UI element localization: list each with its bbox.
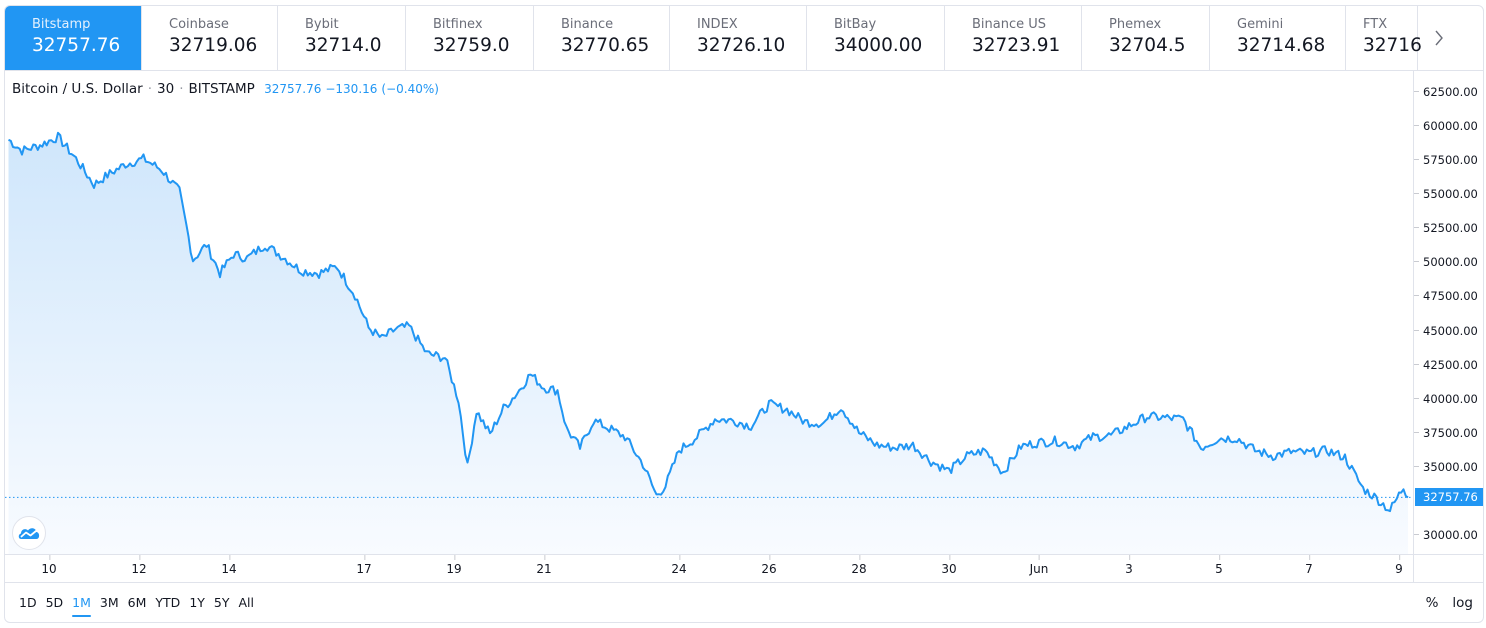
price-tick: 35000.00 — [1414, 460, 1483, 474]
exchange-name: BitBay — [834, 17, 877, 32]
range-button-3m[interactable]: 3M — [99, 595, 119, 610]
price-tick: 37500.00 — [1414, 426, 1483, 440]
symbol-name: Bitcoin / U.S. Dollar — [12, 81, 143, 97]
legend-separator: · — [179, 81, 184, 97]
price-tick: 47500.00 — [1414, 289, 1483, 303]
legend-values: 32757.76 −130.16 (−0.40%) — [264, 82, 443, 96]
exchange-name: Binance — [561, 17, 614, 32]
price-change-percent: (−0.40%) — [381, 82, 439, 96]
exchange-price: 32757.76 — [32, 35, 121, 56]
time-tick: 30 — [941, 555, 957, 576]
axis-corner — [1413, 554, 1483, 582]
chevron-right-icon — [1435, 30, 1443, 46]
time-tick: 26 — [761, 555, 777, 576]
time-tick: 7 — [1305, 555, 1313, 576]
price-tick: 55000.00 — [1414, 187, 1483, 201]
time-tick: 10 — [41, 555, 57, 576]
exchange-tab-binance-us[interactable]: Binance US 32723.91 — [945, 6, 1082, 70]
time-tick: 21 — [536, 555, 552, 576]
time-axis[interactable]: 10 12 14 17 19 21 24 26 28 30 Jun 3 5 7 9 — [5, 554, 1413, 582]
time-tick: 3 — [1125, 555, 1133, 576]
time-tick: Jun — [1030, 555, 1048, 576]
tradingview-logo-button[interactable] — [12, 516, 46, 550]
exchange-name: Gemini — [1237, 17, 1284, 32]
time-tick: 19 — [446, 555, 462, 576]
exchange-name: Phemex — [1109, 17, 1162, 32]
price-tick: 57500.00 — [1414, 153, 1483, 167]
exchange-tab-bitbay[interactable]: BitBay 34000.00 — [807, 6, 945, 70]
exchange-name: BITSTAMP — [188, 81, 255, 97]
price-tick: 45000.00 — [1414, 324, 1483, 338]
exchange-price: 32770.65 — [561, 35, 650, 56]
next-tabs-button[interactable] — [1418, 6, 1460, 70]
exchange-tab-bybit[interactable]: Bybit 32714.0 — [278, 6, 406, 70]
exchange-tab-coinbase[interactable]: Coinbase 32719.06 — [142, 6, 278, 70]
time-tick: 12 — [131, 555, 147, 576]
last-price: 32757.76 — [264, 82, 322, 96]
price-tick: 42500.00 — [1414, 358, 1483, 372]
exchange-name: Bitfinex — [433, 17, 483, 32]
exchange-price: 32719.06 — [169, 35, 258, 56]
time-tick: 9 — [1395, 555, 1403, 576]
time-tick: 17 — [356, 555, 372, 576]
price-change: −130.16 — [325, 82, 378, 96]
legend-separator: · — [147, 81, 153, 97]
price-area-plot — [5, 131, 1413, 554]
range-button-1y[interactable]: 1Y — [189, 595, 205, 610]
price-tick: 30000.00 — [1414, 528, 1483, 542]
range-toolbar: 1D 5D 1M 3M 6M YTD 1Y 5Y All % log — [5, 582, 1483, 622]
exchange-name: Binance US — [972, 17, 1047, 32]
last-price-badge: 32757.76 — [1415, 488, 1483, 507]
range-button-5y[interactable]: 5Y — [213, 595, 230, 610]
time-tick: 24 — [671, 555, 687, 576]
exchange-name: Bybit — [305, 17, 339, 32]
percent-scale-toggle[interactable]: % — [1425, 595, 1439, 611]
exchange-price: 32726.10 — [697, 35, 786, 56]
range-button-all[interactable]: All — [238, 595, 255, 610]
range-button-1m[interactable]: 1M — [72, 595, 91, 617]
tradingview-cloud-icon — [18, 528, 40, 539]
range-button-5d[interactable]: 5D — [45, 595, 64, 610]
range-button-ytd[interactable]: YTD — [155, 595, 181, 610]
exchange-tab-ftx[interactable]: FTX 32716 — [1346, 6, 1422, 70]
exchange-tab-gemini[interactable]: Gemini 32714.68 — [1210, 6, 1346, 70]
exchange-tab-bitfinex[interactable]: Bitfinex 32759.0 — [406, 6, 534, 70]
exchange-price: 32759.0 — [433, 35, 510, 56]
exchange-name: FTX — [1363, 17, 1388, 32]
scale-controls: % log — [1412, 594, 1473, 612]
exchange-tab-phemex[interactable]: Phemex 32704.5 — [1082, 6, 1210, 70]
price-tick: 52500.00 — [1414, 221, 1483, 235]
time-tick: 28 — [851, 555, 867, 576]
exchange-price: 32704.5 — [1109, 35, 1186, 56]
date-range-buttons: 1D 5D 1M 3M 6M YTD 1Y 5Y All — [19, 594, 263, 617]
exchange-tab-index[interactable]: INDEX 32726.10 — [670, 6, 807, 70]
price-tick: 50000.00 — [1414, 255, 1483, 269]
time-tick: 5 — [1215, 555, 1223, 576]
exchange-name: INDEX — [697, 17, 738, 32]
time-tick: 14 — [221, 555, 237, 576]
exchange-name: Coinbase — [169, 17, 229, 32]
exchange-price: 32714.68 — [1237, 35, 1326, 56]
price-axis[interactable]: 30000.00 35000.00 37500.00 40000.00 42500.00… — [1413, 71, 1483, 554]
exchange-price: 34000.00 — [834, 35, 923, 56]
symbol-overview-widget: Bitstamp 32757.76 Coinbase 32719.06 Bybit 327… — [4, 5, 1484, 623]
exchange-name: Bitstamp — [32, 17, 91, 32]
exchange-price: 32716 — [1363, 35, 1422, 56]
price-tick: 40000.00 — [1414, 392, 1483, 406]
price-tick: 60000.00 — [1414, 119, 1483, 133]
exchange-price: 32714.0 — [305, 35, 382, 56]
chart-pane[interactable]: Bitcoin / U.S. Dollar · 30 · BITSTAMP 32757.… — [5, 71, 1413, 554]
range-button-6m[interactable]: 6M — [127, 595, 147, 610]
range-button-1d[interactable]: 1D — [19, 595, 37, 610]
exchange-tab-bitstamp[interactable]: Bitstamp 32757.76 — [5, 6, 142, 70]
exchange-ticker-tabs: Bitstamp 32757.76 Coinbase 32719.06 Bybit 327… — [5, 6, 1483, 71]
interval: 30 — [157, 81, 175, 97]
price-tick: 62500.00 — [1414, 85, 1483, 99]
chart-legend: Bitcoin / U.S. Dollar · 30 · BITSTAMP 32757.… — [12, 81, 443, 97]
log-scale-toggle[interactable]: log — [1452, 595, 1473, 611]
exchange-tab-binance[interactable]: Binance 32770.65 — [534, 6, 670, 70]
exchange-price: 32723.91 — [972, 35, 1061, 56]
